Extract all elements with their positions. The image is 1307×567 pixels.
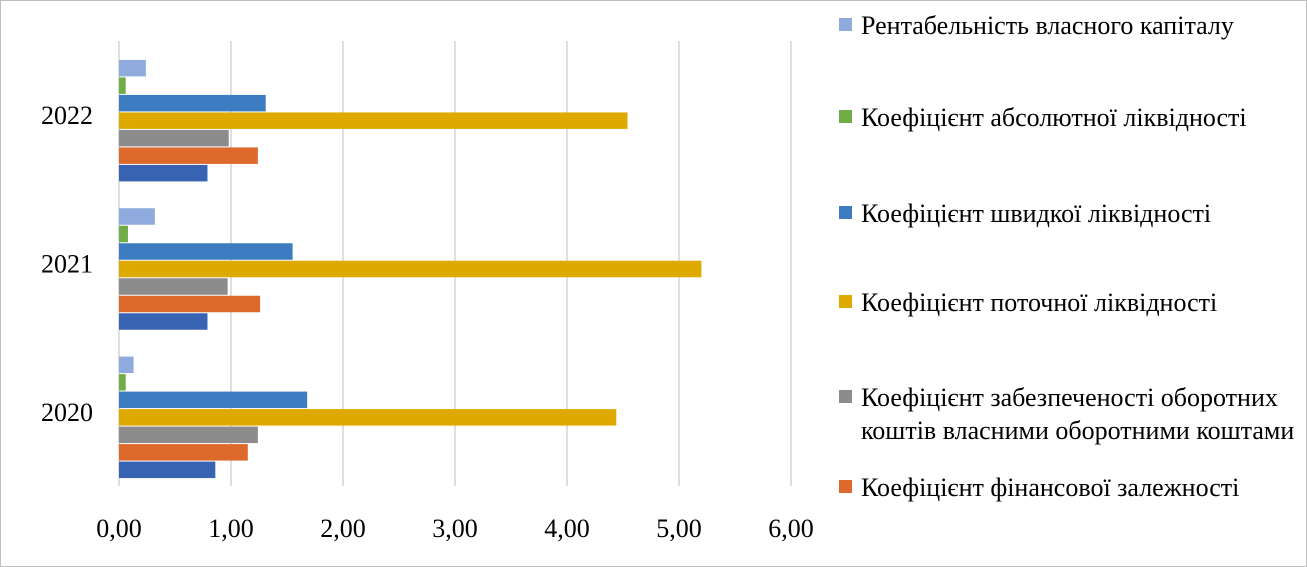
bar [119, 374, 126, 391]
bar [119, 444, 248, 461]
x-tick-label: 4,00 [544, 514, 590, 543]
x-tick-label: 6,00 [768, 514, 814, 543]
x-tick-label: 5,00 [656, 514, 702, 543]
bar [119, 130, 229, 147]
y-tick-label: 2020 [41, 398, 93, 427]
bar [119, 462, 215, 479]
legend-swatch [839, 480, 852, 493]
bar [119, 77, 126, 94]
legend-swatch [839, 295, 852, 308]
bar [119, 409, 616, 426]
legend-label: Коефіцієнт абсолютної ліквідності [861, 101, 1301, 134]
bar [119, 427, 258, 444]
x-tick-label: 2,00 [320, 514, 366, 543]
bar [119, 165, 207, 182]
x-tick-label: 3,00 [432, 514, 478, 543]
bar [119, 147, 258, 164]
x-tick-label: 0,00 [96, 514, 142, 543]
legend-label: Коефіцієнт швидкої ліквідності [861, 197, 1301, 230]
legend-swatch [839, 390, 852, 403]
bar [119, 392, 307, 409]
y-tick-label: 2022 [41, 101, 93, 130]
chart: 0,00 1,00 2,00 3,00 4,00 5,00 6,00 2020 2021 2022… [0, 0, 1307, 567]
bar [119, 95, 266, 112]
bar [119, 243, 293, 260]
legend-label: Коефіцієнт фінансової залежності [861, 471, 1301, 504]
bar [119, 208, 155, 225]
bar [119, 112, 627, 128]
plot: 0,00 1,00 2,00 3,00 4,00 5,00 6,00 2020 2021 2022 [1, 1, 831, 566]
bar [119, 226, 128, 243]
bar [119, 261, 701, 278]
legend-label: Рентабельність власного капіталу [861, 9, 1301, 42]
bar [119, 313, 207, 330]
bar [119, 278, 228, 295]
x-tick-label: 1,00 [208, 514, 254, 543]
bar [119, 296, 260, 313]
bar [119, 357, 134, 374]
legend-swatch [839, 18, 852, 31]
legend-swatch [839, 206, 852, 219]
y-tick-label: 2021 [41, 249, 93, 278]
legend-swatch [839, 110, 852, 123]
legend-label: Коефіцієнт забезпеченості оборотних кошт… [861, 381, 1301, 447]
bar [119, 60, 146, 77]
legend-label: Коефіцієнт поточної ліквідності [861, 286, 1301, 319]
